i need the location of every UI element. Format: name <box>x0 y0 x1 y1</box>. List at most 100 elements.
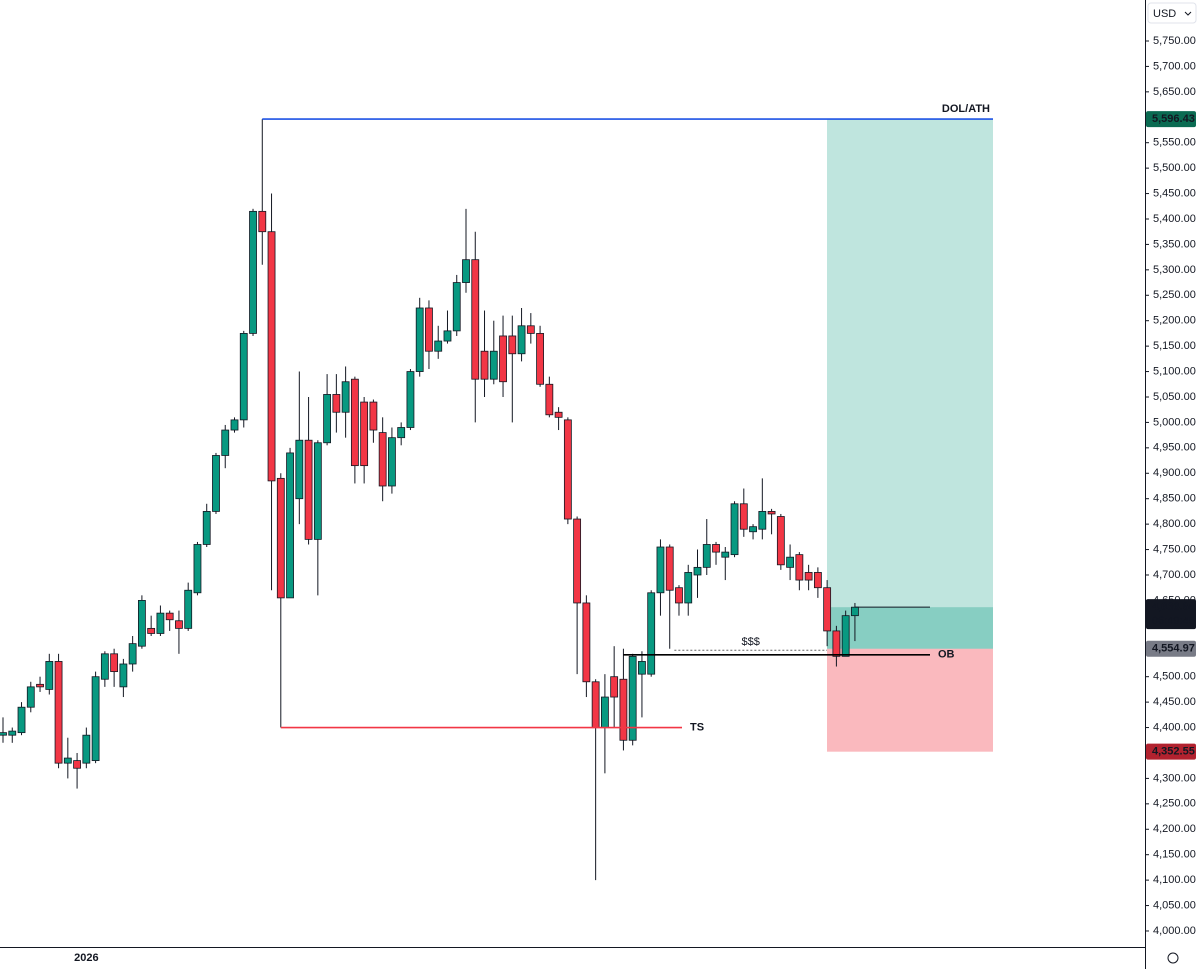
candle-body <box>619 678 628 741</box>
currency-select[interactable]: USD <box>1147 2 1197 24</box>
candle-body <box>813 572 822 589</box>
countdown: 06:49:45 <box>1152 615 1195 627</box>
candle-body <box>693 566 702 576</box>
candle-body <box>8 730 17 736</box>
candle-body <box>499 335 507 383</box>
y-tick-label: 4,750.00 <box>1153 543 1196 555</box>
y-tick-label: 4,050.00 <box>1153 899 1196 911</box>
y-tick-label: 5,700.00 <box>1153 60 1196 72</box>
candle-body <box>601 696 609 728</box>
y-tick-label: 4,300.00 <box>1153 772 1196 784</box>
candle-body <box>712 544 720 553</box>
candle-body <box>17 706 26 734</box>
candle-body <box>341 381 350 413</box>
candle-body <box>360 401 369 467</box>
candle-body <box>36 683 44 688</box>
candle-body <box>119 663 128 688</box>
candle-body <box>388 437 396 487</box>
candle-body <box>0 732 7 736</box>
y-tick-label: 4,250.00 <box>1153 798 1196 810</box>
y-tick-label: 4,500.00 <box>1153 671 1196 683</box>
level-label: TS <box>690 721 704 733</box>
candle-body <box>82 734 91 764</box>
candle-body <box>563 419 572 520</box>
candle-body <box>73 760 81 769</box>
chevron <box>1184 11 1192 16</box>
y-tick-label: 4,450.00 <box>1153 696 1196 708</box>
candle-body <box>378 432 387 487</box>
candle-body <box>462 259 470 283</box>
candle-body <box>628 655 637 741</box>
candle-body <box>591 681 600 728</box>
candle-body <box>221 429 230 456</box>
candle-body <box>26 686 35 708</box>
y-tick-label: 5,300.00 <box>1153 264 1196 276</box>
loss-zone <box>827 648 993 752</box>
y-tick-label: 4,850.00 <box>1153 493 1196 505</box>
candle-body <box>415 307 424 372</box>
candle-body <box>638 661 646 675</box>
candle-body <box>471 259 480 380</box>
y-tick-label: 4,100.00 <box>1153 874 1196 886</box>
candle-body <box>193 544 202 594</box>
candle-body <box>573 518 582 604</box>
y-tick-label: 5,250.00 <box>1153 289 1196 301</box>
y-tick-label: 4,200.00 <box>1153 823 1196 835</box>
candle-body <box>332 394 341 413</box>
candle-body <box>795 554 804 581</box>
target-label: 5,596.43 <box>1152 113 1195 125</box>
candle-body <box>175 620 183 629</box>
candle-body <box>184 589 193 629</box>
candle-body <box>489 350 498 380</box>
candle-body <box>156 612 165 634</box>
level-label: OB <box>938 649 955 661</box>
candle-body <box>406 371 415 428</box>
candle-body <box>739 503 748 530</box>
candle-body <box>304 439 313 540</box>
y-tick-label: 4,900.00 <box>1153 467 1196 479</box>
y-tick-label: 5,200.00 <box>1153 315 1196 327</box>
candle-body <box>295 439 304 500</box>
y-tick-label: 5,100.00 <box>1153 365 1196 377</box>
candle-body <box>702 544 711 568</box>
candle-body <box>804 572 813 581</box>
entry-label-bg <box>1146 640 1196 657</box>
y-tick-label: 5,350.00 <box>1153 238 1196 250</box>
candle-body <box>313 442 322 540</box>
currency[interactable]: USD <box>1153 8 1176 20</box>
candle-body <box>369 401 378 431</box>
candle-body <box>749 526 757 533</box>
y-tick-label: 5,000.00 <box>1153 416 1196 428</box>
candle-body <box>212 455 220 512</box>
candle-body <box>730 503 739 556</box>
candle-body <box>851 606 859 617</box>
candle-body <box>110 653 119 673</box>
candle-body <box>128 643 137 665</box>
currency-box[interactable] <box>1147 2 1197 24</box>
y-tick-label: 4,700.00 <box>1153 569 1196 581</box>
candle-body <box>425 307 433 352</box>
candle-body <box>536 333 544 385</box>
candle-body <box>610 676 619 698</box>
candle-body <box>508 335 517 355</box>
candle-body <box>675 587 683 604</box>
y-tick-label: 5,400.00 <box>1153 213 1196 225</box>
settings-icon[interactable] <box>1167 952 1179 964</box>
candle-body <box>841 615 850 657</box>
y-tick-label: 4,400.00 <box>1153 721 1196 733</box>
candle-body <box>647 592 656 675</box>
candle-body <box>443 330 452 342</box>
candle-body <box>202 511 211 545</box>
candle-body <box>45 661 54 690</box>
candle-body <box>776 516 785 566</box>
candle-body <box>434 340 443 352</box>
candle-body <box>823 587 832 632</box>
candle-body <box>63 757 72 764</box>
candle-body <box>526 325 535 334</box>
candle-body <box>786 556 794 568</box>
settings-button[interactable] <box>1167 952 1179 964</box>
candle-body <box>397 427 406 439</box>
y-tick-label: 4,950.00 <box>1153 442 1196 454</box>
candle-body <box>452 282 461 332</box>
